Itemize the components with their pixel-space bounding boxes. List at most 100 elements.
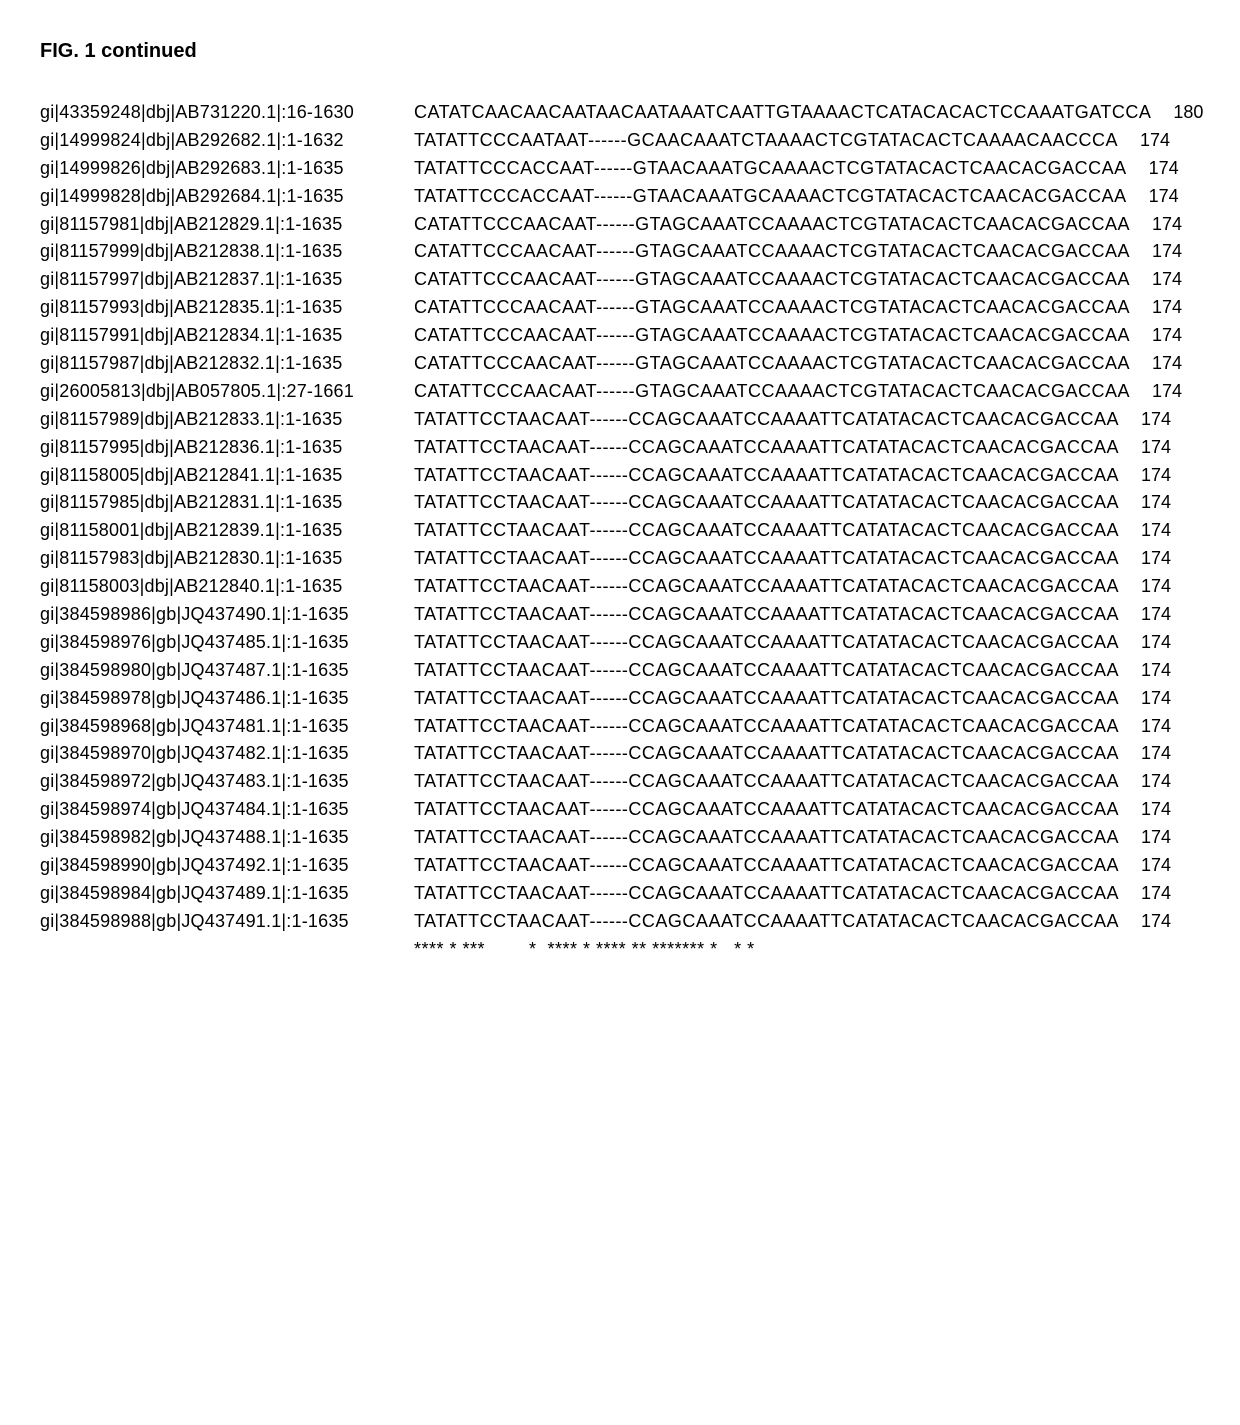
sequence-row: TATATTCCCACCAAT------GTAACAAATGCAAAACTCG… <box>414 155 1203 183</box>
sequence-label: gi|43359248|dbj|AB731220.1|:16-1630 <box>40 99 354 127</box>
sequence-text: CATATTCCCAACAAT------GTAGCAAATCCAAAACTCG… <box>414 294 1130 322</box>
position-number: 174 <box>1135 657 1171 685</box>
sequence-row: TATATTCCTAACAAT------CCAGCAAATCCAAAATTCA… <box>414 880 1203 908</box>
sequence-text: TATATTCCTAACAAT------CCAGCAAATCCAAAATTCA… <box>414 880 1119 908</box>
sequence-row: TATATTCCTAACAAT------CCAGCAAATCCAAAATTCA… <box>414 462 1203 490</box>
position-number: 174 <box>1134 127 1170 155</box>
sequence-text: TATATTCCTAACAAT------CCAGCAAATCCAAAATTCA… <box>414 406 1119 434</box>
position-number: 174 <box>1135 489 1171 517</box>
sequence-text: TATATTCCTAACAAT------CCAGCAAATCCAAAATTCA… <box>414 517 1119 545</box>
sequence-label: gi|14999826|dbj|AB292683.1|:1-1635 <box>40 155 354 183</box>
position-number: 174 <box>1135 852 1171 880</box>
sequence-text: TATATTCCTAACAAT------CCAGCAAATCCAAAATTCA… <box>414 629 1119 657</box>
position-number: 174 <box>1146 378 1182 406</box>
sequence-label: gi|81157997|dbj|AB212837.1|:1-1635 <box>40 266 354 294</box>
sequence-text: TATATTCCTAACAAT------CCAGCAAATCCAAAATTCA… <box>414 657 1119 685</box>
sequence-text: CATATCAACAACAATAACAATAAATCAATTGTAAAACTCA… <box>414 99 1151 127</box>
position-number: 174 <box>1135 406 1171 434</box>
sequence-row: TATATTCCTAACAAT------CCAGCAAATCCAAAATTCA… <box>414 406 1203 434</box>
position-number: 174 <box>1135 629 1171 657</box>
sequence-label: gi|384598970|gb|JQ437482.1|:1-1635 <box>40 740 354 768</box>
sequence-text: CATATTCCCAACAAT------GTAGCAAATCCAAAACTCG… <box>414 322 1130 350</box>
position-number: 174 <box>1135 796 1171 824</box>
sequence-label: gi|81157987|dbj|AB212832.1|:1-1635 <box>40 350 354 378</box>
sequence-row: TATATTCCTAACAAT------CCAGCAAATCCAAAATTCA… <box>414 908 1203 936</box>
sequence-text: CATATTCCCAACAAT------GTAGCAAATCCAAAACTCG… <box>414 238 1130 266</box>
sequence-row: TATATTCCCAATAAT------GCAACAAATCTAAAACTCG… <box>414 127 1203 155</box>
sequence-text: TATATTCCTAACAAT------CCAGCAAATCCAAAATTCA… <box>414 713 1119 741</box>
sequence-text: TATATTCCTAACAAT------CCAGCAAATCCAAAATTCA… <box>414 545 1119 573</box>
sequence-row: TATATTCCTAACAAT------CCAGCAAATCCAAAATTCA… <box>414 685 1203 713</box>
sequence-text: TATATTCCTAACAAT------CCAGCAAATCCAAAATTCA… <box>414 573 1119 601</box>
sequence-label: gi|384598986|gb|JQ437490.1|:1-1635 <box>40 601 354 629</box>
sequence-text: CATATTCCCAACAAT------GTAGCAAATCCAAAACTCG… <box>414 378 1130 406</box>
sequence-row: CATATTCCCAACAAT------GTAGCAAATCCAAAACTCG… <box>414 322 1203 350</box>
position-number: 174 <box>1135 573 1171 601</box>
consensus-row: **** * *** * **** * **** ** ******* * * … <box>414 936 1203 964</box>
sequence-text: CATATTCCCAACAAT------GTAGCAAATCCAAAACTCG… <box>414 350 1130 378</box>
sequence-text: TATATTCCTAACAAT------CCAGCAAATCCAAAATTCA… <box>414 462 1119 490</box>
sequence-label: gi|81157989|dbj|AB212833.1|:1-1635 <box>40 406 354 434</box>
labels-column: gi|43359248|dbj|AB731220.1|:16-1630gi|14… <box>40 99 354 964</box>
sequence-label: gi|81157993|dbj|AB212835.1|:1-1635 <box>40 294 354 322</box>
position-number: 174 <box>1135 517 1171 545</box>
sequence-text: CATATTCCCAACAAT------GTAGCAAATCCAAAACTCG… <box>414 266 1130 294</box>
sequence-row: TATATTCCTAACAAT------CCAGCAAATCCAAAATTCA… <box>414 434 1203 462</box>
position-number: 174 <box>1135 908 1171 936</box>
sequence-text: TATATTCCTAACAAT------CCAGCAAATCCAAAATTCA… <box>414 685 1119 713</box>
sequence-text: TATATTCCTAACAAT------CCAGCAAATCCAAAATTCA… <box>414 908 1119 936</box>
sequence-text: TATATTCCTAACAAT------CCAGCAAATCCAAAATTCA… <box>414 601 1119 629</box>
position-number: 180 <box>1167 99 1203 127</box>
sequence-text: TATATTCCTAACAAT------CCAGCAAATCCAAAATTCA… <box>414 489 1119 517</box>
position-number: 174 <box>1146 266 1182 294</box>
sequence-label: gi|384598982|gb|JQ437488.1|:1-1635 <box>40 824 354 852</box>
sequence-label: gi|81157999|dbj|AB212838.1|:1-1635 <box>40 238 354 266</box>
sequence-label: gi|14999828|dbj|AB292684.1|:1-1635 <box>40 183 354 211</box>
sequence-row: TATATTCCTAACAAT------CCAGCAAATCCAAAATTCA… <box>414 852 1203 880</box>
sequence-text: TATATTCCCACCAAT------GTAACAAATGCAAAACTCG… <box>414 155 1127 183</box>
sequence-row: TATATTCCTAACAAT------CCAGCAAATCCAAAATTCA… <box>414 796 1203 824</box>
consensus-text: **** * *** * **** * **** ** ******* * * … <box>414 936 760 964</box>
sequence-label: gi|384598988|gb|JQ437491.1|:1-1635 <box>40 908 354 936</box>
sequence-text: TATATTCCCAATAAT------GCAACAAATCTAAAACTCG… <box>414 127 1118 155</box>
sequence-row: TATATTCCTAACAAT------CCAGCAAATCCAAAATTCA… <box>414 489 1203 517</box>
sequence-row: CATATCAACAACAATAACAATAAATCAATTGTAAAACTCA… <box>414 99 1203 127</box>
sequence-label: gi|14999824|dbj|AB292682.1|:1-1632 <box>40 127 354 155</box>
sequence-row: CATATTCCCAACAAT------GTAGCAAATCCAAAACTCG… <box>414 238 1203 266</box>
sequence-row: TATATTCCCACCAAT------GTAACAAATGCAAAACTCG… <box>414 183 1203 211</box>
sequence-label: gi|384598984|gb|JQ437489.1|:1-1635 <box>40 880 354 908</box>
sequence-label: gi|81158003|dbj|AB212840.1|:1-1635 <box>40 573 354 601</box>
sequence-label: gi|384598978|gb|JQ437486.1|:1-1635 <box>40 685 354 713</box>
sequence-row: CATATTCCCAACAAT------GTAGCAAATCCAAAACTCG… <box>414 266 1203 294</box>
sequence-row: TATATTCCTAACAAT------CCAGCAAATCCAAAATTCA… <box>414 601 1203 629</box>
position-number: 174 <box>1135 880 1171 908</box>
sequence-text: TATATTCCTAACAAT------CCAGCAAATCCAAAATTCA… <box>414 796 1119 824</box>
position-number: 174 <box>1146 294 1182 322</box>
position-number: 174 <box>1135 824 1171 852</box>
sequence-row: CATATTCCCAACAAT------GTAGCAAATCCAAAACTCG… <box>414 350 1203 378</box>
sequence-label: gi|384598990|gb|JQ437492.1|:1-1635 <box>40 852 354 880</box>
sequence-row: TATATTCCTAACAAT------CCAGCAAATCCAAAATTCA… <box>414 713 1203 741</box>
sequence-row: TATATTCCTAACAAT------CCAGCAAATCCAAAATTCA… <box>414 768 1203 796</box>
sequence-row: TATATTCCTAACAAT------CCAGCAAATCCAAAATTCA… <box>414 517 1203 545</box>
sequence-text: TATATTCCCACCAAT------GTAACAAATGCAAAACTCG… <box>414 183 1127 211</box>
sequence-row: TATATTCCTAACAAT------CCAGCAAATCCAAAATTCA… <box>414 573 1203 601</box>
sequence-label: gi|384598976|gb|JQ437485.1|:1-1635 <box>40 629 354 657</box>
position-number: 174 <box>1135 545 1171 573</box>
sequence-row: TATATTCCTAACAAT------CCAGCAAATCCAAAATTCA… <box>414 740 1203 768</box>
position-number: 174 <box>1146 322 1182 350</box>
position-number: 174 <box>1146 350 1182 378</box>
position-number: 174 <box>1135 685 1171 713</box>
sequence-row: TATATTCCTAACAAT------CCAGCAAATCCAAAATTCA… <box>414 657 1203 685</box>
sequence-label: gi|384598980|gb|JQ437487.1|:1-1635 <box>40 657 354 685</box>
position-number: 174 <box>1143 155 1179 183</box>
sequence-row: CATATTCCCAACAAT------GTAGCAAATCCAAAACTCG… <box>414 294 1203 322</box>
sequence-text: TATATTCCTAACAAT------CCAGCAAATCCAAAATTCA… <box>414 768 1119 796</box>
sequence-label: gi|81158001|dbj|AB212839.1|:1-1635 <box>40 517 354 545</box>
consensus-label-spacer <box>40 936 354 964</box>
sequence-label: gi|81158005|dbj|AB212841.1|:1-1635 <box>40 462 354 490</box>
alignment-container: gi|43359248|dbj|AB731220.1|:16-1630gi|14… <box>40 99 1200 964</box>
sequence-label: gi|81157991|dbj|AB212834.1|:1-1635 <box>40 322 354 350</box>
position-number: 174 <box>1135 462 1171 490</box>
position-number: 174 <box>1135 713 1171 741</box>
